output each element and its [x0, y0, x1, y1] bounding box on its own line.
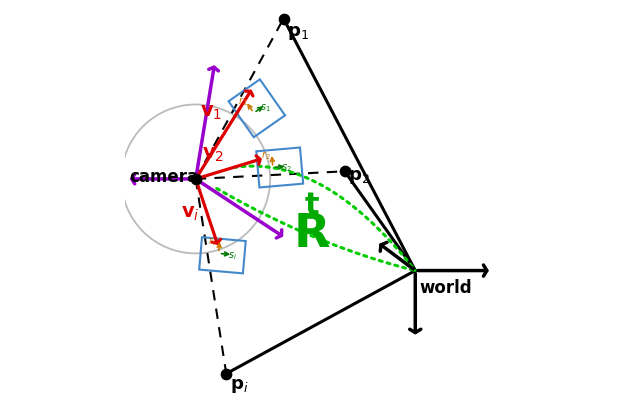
Text: world: world: [419, 279, 471, 297]
Point: [191, 176, 201, 182]
Text: $r_i$: $r_i$: [209, 235, 216, 248]
Text: $\mathbf{v}_2$: $\mathbf{v}_2$: [202, 144, 224, 164]
Text: camera: camera: [129, 168, 198, 186]
Text: $s_i$: $s_i$: [228, 250, 236, 262]
Text: $s_1$: $s_1$: [260, 102, 270, 114]
Text: $\mathbf{p}_2$: $\mathbf{p}_2$: [348, 168, 370, 186]
Text: $\mathbf{v}_i$: $\mathbf{v}_i$: [181, 204, 199, 223]
Point: [339, 168, 349, 174]
Text: $r_2$: $r_2$: [260, 149, 270, 162]
Text: $\mathbf{R}$: $\mathbf{R}$: [293, 212, 331, 257]
Text: $\mathbf{p}_i$: $\mathbf{p}_i$: [230, 377, 248, 396]
Text: $s_2$: $s_2$: [281, 162, 291, 174]
Text: $\mathbf{t}$: $\mathbf{t}$: [304, 191, 320, 220]
Point: [221, 371, 231, 377]
Point: [279, 16, 289, 22]
Text: $r_1$: $r_1$: [238, 96, 248, 108]
Text: $\mathbf{p}_1$: $\mathbf{p}_1$: [288, 24, 309, 42]
Text: $\mathbf{v}_1$: $\mathbf{v}_1$: [200, 103, 222, 122]
